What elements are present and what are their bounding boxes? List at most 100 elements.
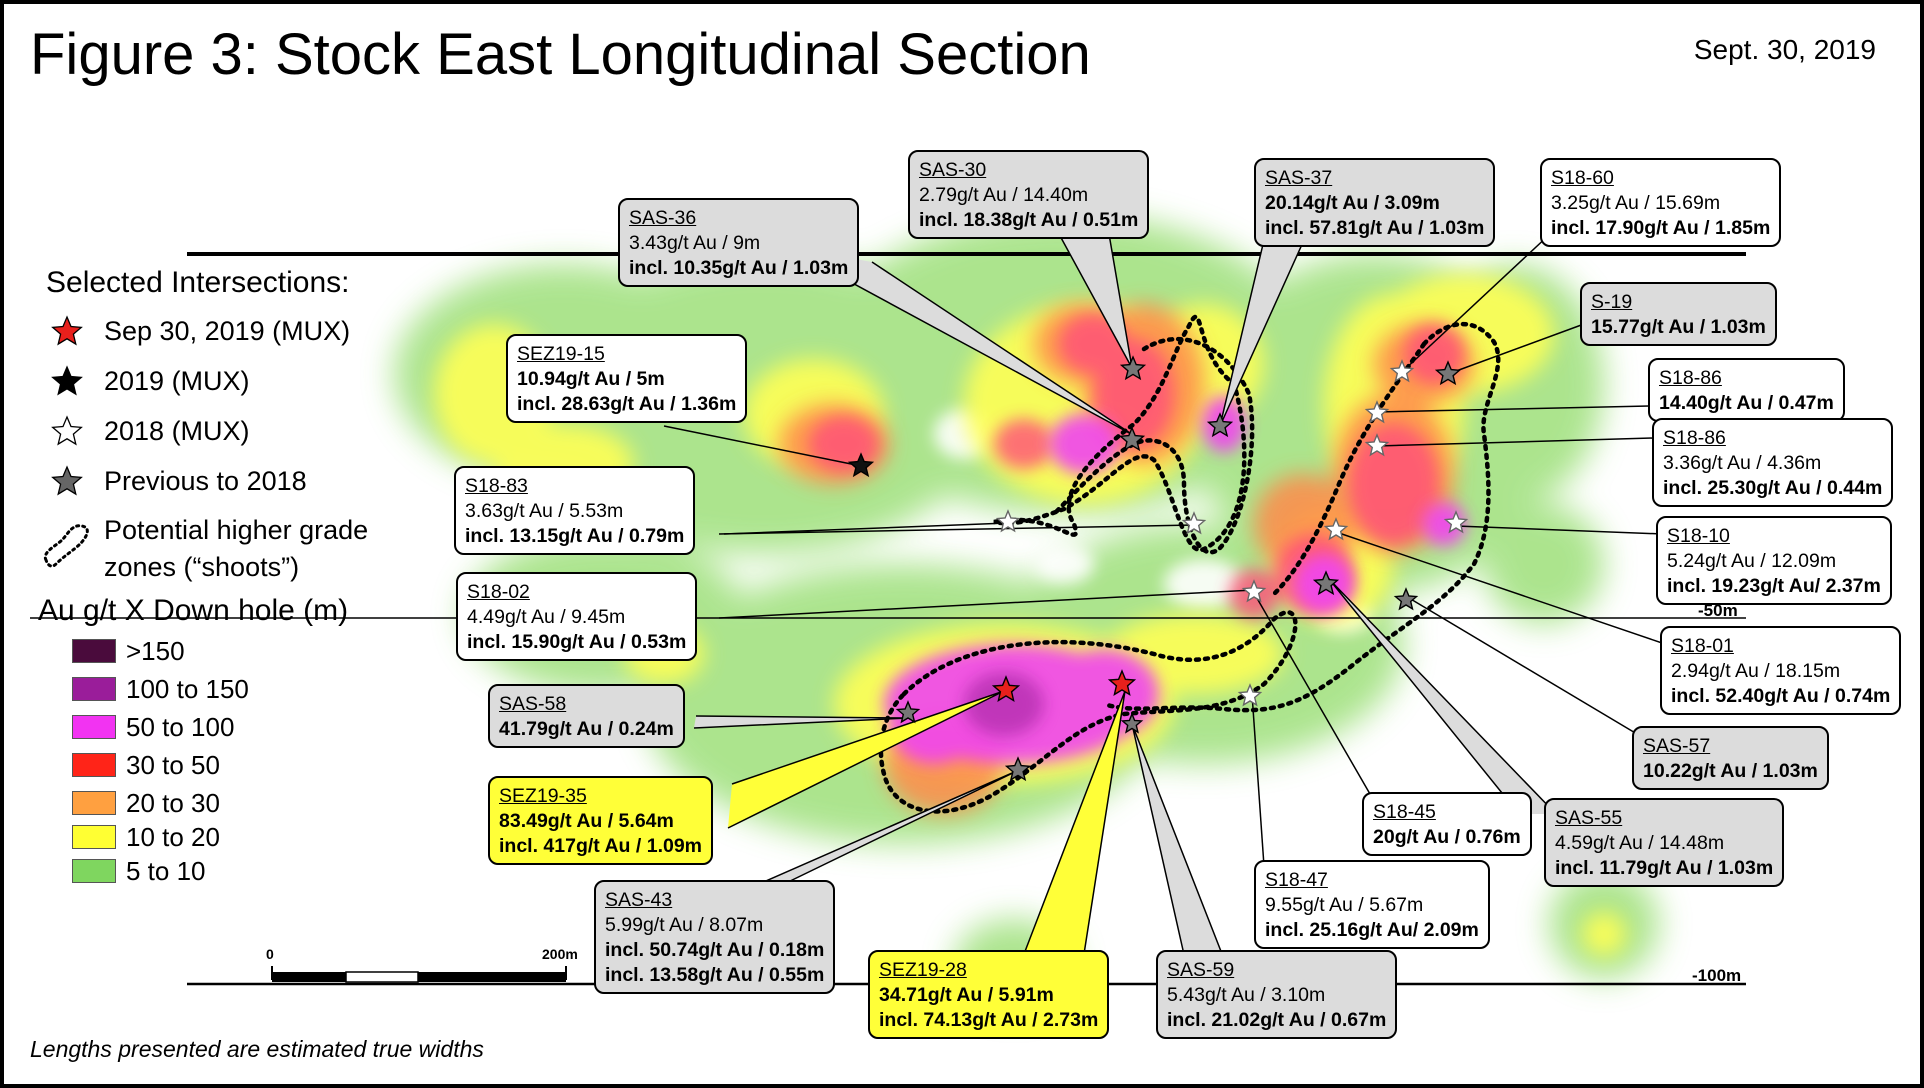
scale-row: >150 xyxy=(28,632,408,670)
assay-line: 10.94g/t Au / 5m xyxy=(517,368,665,390)
star-s18-83 xyxy=(995,509,1021,533)
assay-line: 4.49g/t Au / 9.45m xyxy=(467,606,626,628)
scale-swatch xyxy=(72,859,116,883)
assay-line: 4.59g/t Au / 14.48m xyxy=(1555,832,1725,854)
scale-swatch xyxy=(72,715,116,739)
scale-row: 10 to 20 xyxy=(28,818,408,852)
callout-sez19-28: SEZ19-28 34.71g/t Au / 5.91m incl. 74.13g/… xyxy=(868,950,1110,1039)
assay-line: 15.77g/t Au / 1.03m xyxy=(1591,316,1766,338)
hole-id: SAS-57 xyxy=(1643,735,1711,757)
callout-s18-86-b: S18-86 3.36g/t Au / 4.36m incl. 25.30g/t A… xyxy=(1652,418,1894,507)
callout-s18-02: S18-02 4.49g/t Au / 9.45m incl. 15.90g/t A… xyxy=(456,572,698,661)
scale-row: 50 to 100 xyxy=(28,708,408,746)
star-sez19-15 xyxy=(847,452,875,478)
legend-item-2018: 2018 (MUX) xyxy=(28,406,408,456)
legend-item-shoots: Potential higher grade zones (“shoots”) xyxy=(28,506,408,590)
assay-line: incl. 10.35g/t Au / 1.03m xyxy=(629,257,849,279)
callout-sez19-35: SEZ19-35 83.49g/t Au / 5.64m incl. 417g/t … xyxy=(488,776,714,865)
assay-line: 5.43g/t Au / 3.10m xyxy=(1167,984,1326,1006)
callout-s18-10: S18-10 5.24g/t Au / 12.09m incl. 19.23g/t … xyxy=(1656,516,1892,605)
star-s18-47 xyxy=(1237,683,1263,707)
assay-line: 5.99g/t Au / 8.07m xyxy=(605,914,764,936)
scale-bar xyxy=(271,966,567,983)
star-s18-86-a xyxy=(1364,400,1390,424)
star-sas-58 xyxy=(895,700,921,724)
assay-line: incl. 25.30g/t Au / 0.44m xyxy=(1663,477,1883,499)
legend: Selected Intersections: Sep 30, 2019 (MU… xyxy=(28,266,408,890)
assay-line: 3.36g/t Au / 4.36m xyxy=(1663,452,1822,474)
callout-sas-57: SAS-57 10.22g/t Au / 1.03m xyxy=(1632,726,1829,790)
scale-swatch xyxy=(72,825,116,849)
callout-sas-59: SAS-59 5.43g/t Au / 3.10m incl. 21.02g/t A… xyxy=(1156,950,1398,1039)
assay-line: 20g/t Au / 0.76m xyxy=(1373,826,1521,848)
hole-id: SEZ19-15 xyxy=(517,343,605,365)
assay-line: incl. 13.58g/t Au / 0.55m xyxy=(605,964,825,986)
star-sas-59 xyxy=(1120,712,1144,734)
assay-line: incl. 25.16g/t Au/ 2.09m xyxy=(1265,919,1479,941)
hole-id: SAS-43 xyxy=(605,889,673,911)
assay-line: incl. 50.74g/t Au / 0.18m xyxy=(605,939,825,961)
scale-swatch xyxy=(72,753,116,777)
assay-line: 5.24g/t Au / 12.09m xyxy=(1667,550,1837,572)
callout-s18-47: S18-47 9.55g/t Au / 5.67m incl. 25.16g/t A… xyxy=(1254,860,1490,949)
assay-line: incl. 52.40g/t Au / 0.74m xyxy=(1671,685,1891,707)
legend-heading: Selected Intersections: xyxy=(46,266,350,299)
star-sez19-28 xyxy=(1107,669,1137,696)
hole-id: SAS-37 xyxy=(1265,167,1333,189)
scale-label: 10 to 20 xyxy=(126,822,220,852)
legend-item-sep-2019: Sep 30, 2019 (MUX) xyxy=(28,306,408,356)
figure-date: Sept. 30, 2019 xyxy=(1693,34,1876,65)
star-sas-30 xyxy=(1119,355,1147,381)
scale-label: 20 to 30 xyxy=(126,788,220,818)
star-s18-01 xyxy=(1323,517,1349,541)
assay-line: incl. 13.15g/t Au / 0.79m xyxy=(465,525,685,547)
assay-line: incl. 57.81g/t Au / 1.03m xyxy=(1265,217,1485,239)
dotted-shoot-icon xyxy=(43,524,89,568)
assay-line: 83.49g/t Au / 5.64m xyxy=(499,810,674,832)
scale-bar-end: 200m xyxy=(542,946,578,962)
assay-line: incl. 17.90g/t Au / 1.85m xyxy=(1551,217,1771,239)
depth-label-50m: -50m xyxy=(1698,601,1738,620)
callout-sas-36: SAS-36 3.43g/t Au / 9m incl. 10.35g/t Au /… xyxy=(618,198,860,287)
assay-line: incl. 15.90g/t Au / 0.53m xyxy=(467,631,687,653)
star-s-19 xyxy=(1434,360,1462,386)
hole-id: S18-83 xyxy=(465,475,528,497)
hole-id: S18-45 xyxy=(1373,801,1436,823)
callout-sez19-15: SEZ19-15 10.94g/t Au / 5m incl. 28.63g/t A… xyxy=(506,334,748,423)
assay-line: 14.40g/t Au / 0.47m xyxy=(1659,392,1834,414)
depth-label-100m: -100m xyxy=(1692,966,1742,985)
scale-row: 5 to 10 xyxy=(28,852,408,890)
assay-line: incl. 21.02g/t Au / 0.67m xyxy=(1167,1009,1387,1031)
scale-row: 30 to 50 xyxy=(28,746,408,784)
hole-id: S18-10 xyxy=(1667,525,1730,547)
scale-label: 100 to 150 xyxy=(126,674,249,704)
assay-line: 3.43g/t Au / 9m xyxy=(629,232,761,254)
hole-id: S18-02 xyxy=(467,581,530,603)
white-star-icon xyxy=(51,415,83,446)
gray-star-icon xyxy=(51,465,83,496)
scale-swatch xyxy=(72,791,116,815)
callout-s18-86-a: S18-86 14.40g/t Au / 0.47m xyxy=(1648,358,1845,422)
callout-sas-55: SAS-55 4.59g/t Au / 14.48m incl. 11.79g/t … xyxy=(1544,798,1785,887)
scale-swatch xyxy=(72,677,116,701)
callout-sas-43: SAS-43 5.99g/t Au / 8.07m incl. 50.74g/t A… xyxy=(594,880,836,994)
scale-label: >150 xyxy=(126,636,185,666)
star-s18-10 xyxy=(1443,510,1469,534)
scale-bar-start: 0 xyxy=(266,946,274,962)
scale-row: 20 to 30 xyxy=(28,784,408,818)
star-s18-02 xyxy=(1181,511,1207,535)
star-s18-60 xyxy=(1389,359,1415,383)
hole-id: SEZ19-28 xyxy=(879,959,967,981)
grade-scale: >150 100 to 150 50 to 100 30 to 50 20 to… xyxy=(28,632,408,890)
leader-lines xyxy=(663,233,1666,960)
star-s18-45 xyxy=(1241,579,1267,603)
callout-s18-83: S18-83 3.63g/t Au / 5.53m incl. 13.15g/t A… xyxy=(454,466,696,555)
hole-id: S-19 xyxy=(1591,291,1633,313)
hole-id: SEZ19-35 xyxy=(499,785,587,807)
assay-line: 41.79g/t Au / 0.24m xyxy=(499,718,674,740)
scale-heading: Au g/t X Down hole (m) xyxy=(38,594,349,627)
assay-line: 2.94g/t Au / 18.15m xyxy=(1671,660,1841,682)
figure-title: Figure 3: Stock East Longitudinal Sectio… xyxy=(30,22,1091,87)
callout-sas-58: SAS-58 41.79g/t Au / 0.24m xyxy=(488,684,685,748)
